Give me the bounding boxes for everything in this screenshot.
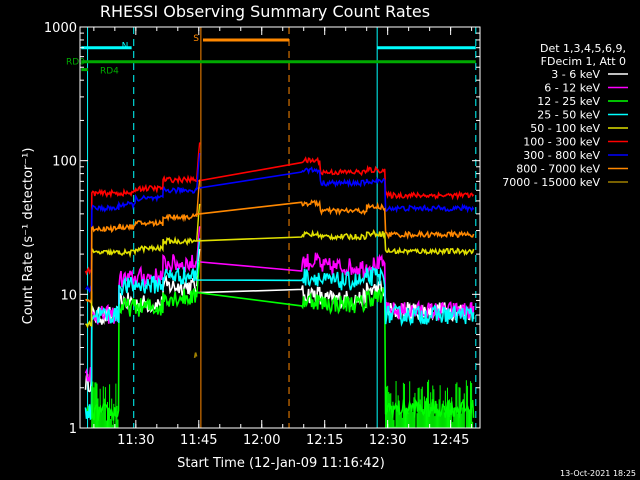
series-line-8 <box>193 352 198 359</box>
legend-label-2: 12 - 25 keV <box>537 95 600 108</box>
flag-label-n-0: N <box>122 42 129 52</box>
legend-label-8: 7000 - 15000 keV <box>502 176 600 189</box>
series-12-25-low-noise <box>91 379 474 428</box>
series-line-4 <box>85 228 475 329</box>
legend: Det 1,3,4,5,6,9,FDecim 1, Att 03 - 6 keV… <box>502 42 628 189</box>
legend-label-1: 6 - 12 keV <box>544 82 600 95</box>
series-line-3 <box>84 265 475 421</box>
plot-frame <box>79 26 481 429</box>
flag-label-rd0-3: RD0 <box>66 58 85 68</box>
x-tick-label-4: 12:30 <box>369 433 406 448</box>
legend-label-6: 300 - 800 keV <box>523 149 600 162</box>
flag-label-rd4-4: RD4 <box>100 67 119 77</box>
flag-bars: N S RD0 RD4 <box>66 34 476 77</box>
series-flare-3 <box>195 238 201 276</box>
y-tick-label-3: 1000 <box>44 21 77 36</box>
series-6 <box>85 152 475 294</box>
series-line-7 <box>85 199 475 304</box>
legend-label-0: 3 - 6 keV <box>551 68 600 81</box>
y-axis-label: Count Rate (s⁻¹ detector⁻¹) <box>21 148 36 325</box>
y-tick-label-0: 1 <box>69 422 77 437</box>
series-line-5 <box>84 156 475 276</box>
series-group <box>84 142 475 428</box>
y-tick-label-2: 100 <box>52 155 77 170</box>
x-tick-label-5: 12:45 <box>432 433 469 448</box>
chart-title: RHESSI Observing Summary Count Rates <box>100 2 430 21</box>
legend-label-3: 25 - 50 keV <box>537 109 600 122</box>
series-5 <box>84 142 475 276</box>
axes: 11:30 11:45 12:00 12:15 12:30 12:45 1 10 100 1000 <box>44 21 481 448</box>
legend-header-0: Det 1,3,4,5,6,9, <box>540 42 626 55</box>
series-flare-2 <box>195 259 201 298</box>
series-7 <box>85 179 475 304</box>
x-tick-label-0: 11:30 <box>117 433 154 448</box>
series-3 <box>84 238 475 421</box>
x-tick-label-3: 12:15 <box>306 433 343 448</box>
footer-timestamp: 13-Oct-2021 18:25 <box>560 469 636 478</box>
legend-header-1: FDecim 1, Att 0 <box>541 55 626 68</box>
legend-label-5: 100 - 300 keV <box>523 136 600 149</box>
series-flare-0 <box>195 248 201 287</box>
series-flare-7 <box>195 179 201 217</box>
legend-label-7: 800 - 7000 keV <box>516 163 600 176</box>
x-tick-label-1: 11:45 <box>180 433 217 448</box>
y-tick-label-1: 10 <box>60 288 77 303</box>
series-flare-1 <box>195 226 201 264</box>
series-flare-6 <box>195 152 201 191</box>
vertical-markers <box>87 27 477 428</box>
x-axis-label: Start Time (12-Jan-09 11:16:42) <box>177 456 385 471</box>
series-line-6 <box>85 166 475 294</box>
legend-label-4: 50 - 100 keV <box>530 122 600 135</box>
flag-label-s-2: S <box>193 34 199 44</box>
series-8 <box>193 352 198 359</box>
x-tick-label-2: 12:00 <box>243 433 280 448</box>
series-flare-5 <box>195 142 201 180</box>
